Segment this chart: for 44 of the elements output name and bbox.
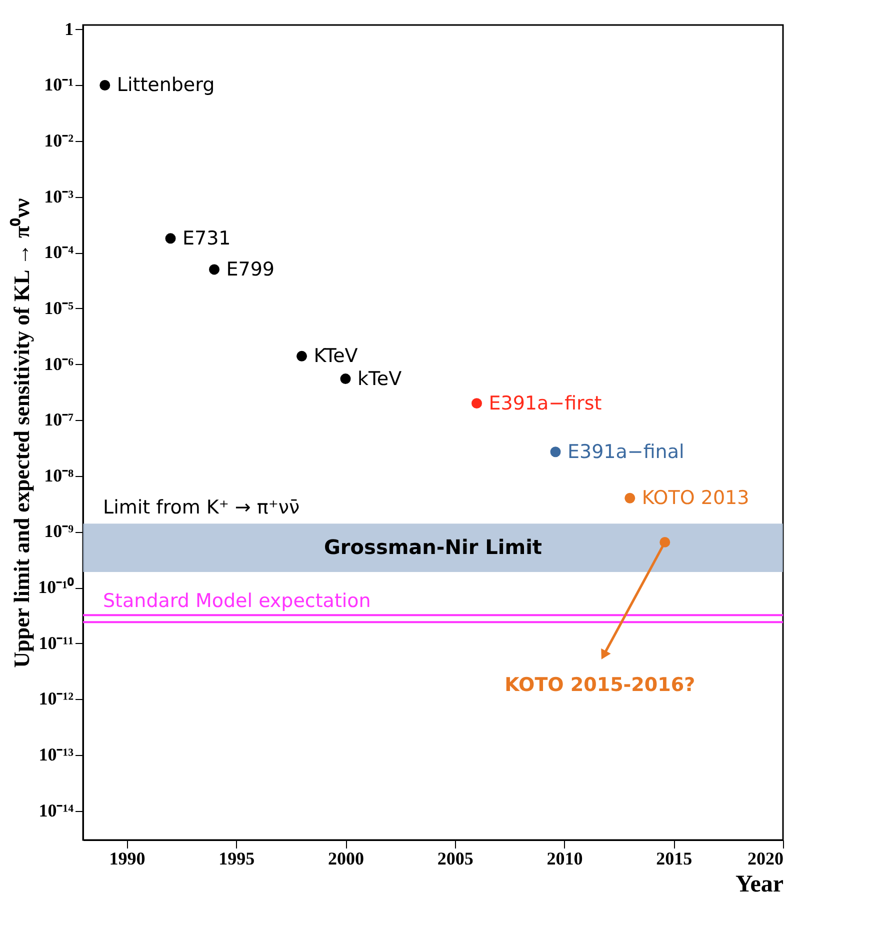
y-tick-label: 10⁻¹⁰ [38, 577, 74, 598]
x-tick-label: 1990 [109, 848, 146, 868]
y-tick-label: 10⁻⁴ [44, 242, 74, 262]
series-label: E391a−final [568, 440, 684, 463]
point [624, 492, 636, 504]
point [296, 350, 307, 362]
y-axis-title: Upper limit and expected sensitivity of KL → π⁰νν [9, 198, 34, 668]
annotation: KOTO 2015-2016? [504, 674, 696, 696]
y-tick-label: 10⁻⁶ [44, 354, 74, 374]
x-tick-label: 2020 [748, 848, 784, 868]
y-tick-label: 10⁻⁵ [44, 298, 74, 318]
annotation: Limit from K⁺ → π⁺νν̄ [103, 496, 300, 519]
x-tick-label: 1995 [218, 848, 255, 868]
point [209, 264, 220, 275]
y-tick-label: 10⁻⁸ [44, 465, 74, 486]
y-tick-label: 10⁻¹⁴ [38, 800, 74, 820]
point [472, 398, 482, 409]
y-tick-label: 10⁻¹ [44, 74, 74, 95]
series-label: KTeV [314, 345, 358, 368]
point [340, 374, 351, 384]
y-tick-label: 1 [64, 18, 74, 39]
series-label: KOTO 2013 [642, 487, 750, 510]
y-tick-label: 10⁻⁹ [44, 521, 74, 542]
point [550, 446, 561, 458]
x-tick-label: 2015 [656, 848, 692, 868]
y-tick-label: 10⁻⁷ [44, 410, 74, 430]
point [100, 80, 110, 90]
x-axis-title: Year [736, 872, 784, 898]
y-tick-label: 10⁻² [44, 130, 74, 151]
series-label: E391a−first [488, 392, 602, 414]
x-tick-label: 2000 [328, 848, 364, 868]
series-label: Littenberg [116, 74, 215, 96]
point [165, 233, 176, 244]
y-tick-label: 10⁻³ [44, 186, 74, 206]
x-tick-label: 2005 [437, 848, 474, 868]
y-tick-label: 10⁻¹¹ [38, 632, 74, 653]
series-label: E731 [182, 227, 231, 250]
x-tick-label: 2010 [546, 848, 583, 868]
y-tick-label: 10⁻¹² [38, 688, 74, 709]
ref-line-label: Standard Model expectation [103, 590, 371, 612]
band-label: Grossman-Nir Limit [324, 534, 542, 559]
series-label: kTeV [358, 368, 402, 390]
series-label: E799 [226, 258, 275, 280]
y-tick-label: 10⁻¹³ [38, 744, 74, 764]
